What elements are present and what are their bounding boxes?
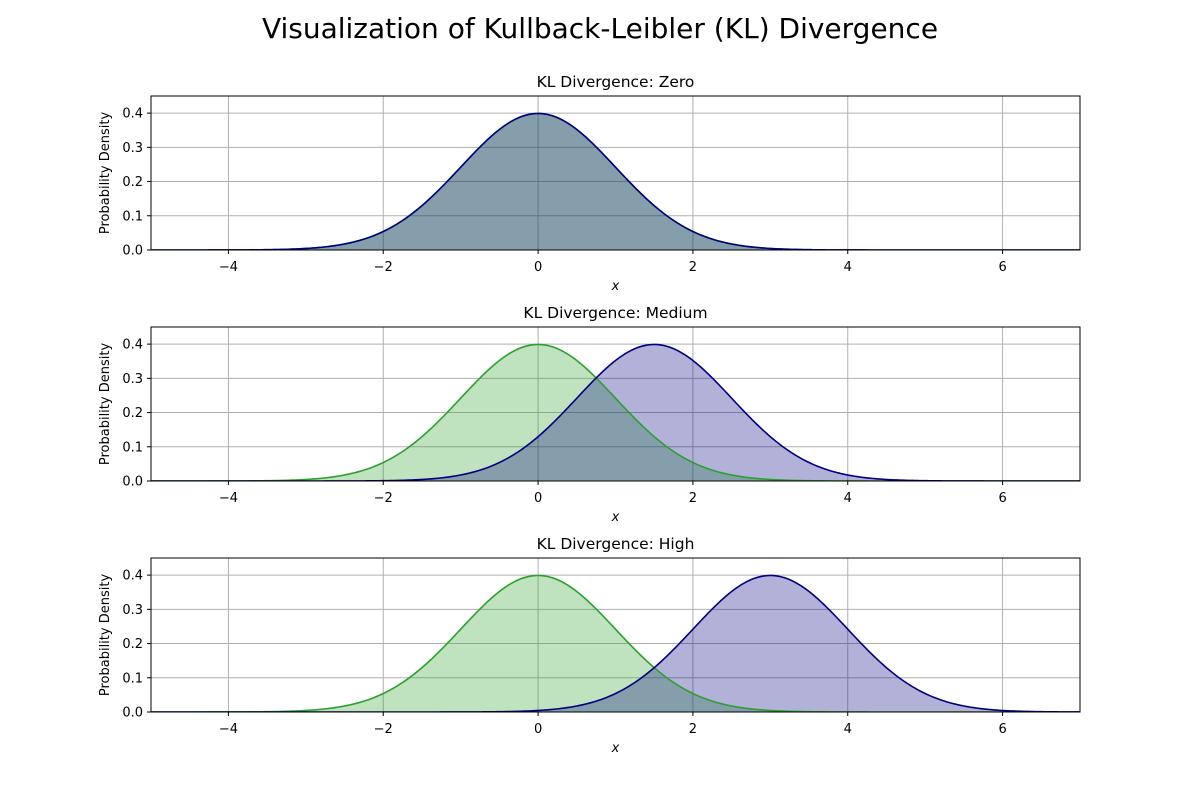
x-tick-label: 4 — [844, 260, 852, 275]
series-2-area — [151, 113, 1080, 250]
series-2-area — [151, 344, 1080, 481]
y-tick-label: 0.0 — [122, 244, 143, 259]
x-tick-label: 0 — [534, 722, 542, 737]
axes-frame — [150, 326, 1081, 482]
series-1-line — [151, 574, 1080, 712]
series-2-line — [151, 574, 1080, 712]
series-1-area — [151, 575, 1080, 712]
y-tick-label: 0.1 — [122, 440, 143, 455]
subplot-2: −4 −2 0 2 4 6 0.0 0.1 0.2 0.3 0.4 KL Divergence: Me… — [98, 304, 1081, 525]
series-2-area — [151, 575, 1080, 712]
x-axis-label: x — [611, 510, 620, 525]
subplot-3: −4 −2 0 2 4 6 0.0 0.1 0.2 0.3 0.4 KL Divergence: Hi… — [98, 535, 1081, 756]
x-tick-label: −2 — [374, 491, 393, 506]
series-1-line — [151, 343, 1080, 481]
axes-frame — [150, 557, 1081, 713]
y-tick-label: 0.3 — [122, 372, 143, 387]
y-tick-label: 0.3 — [122, 603, 143, 618]
y-tick-label: 0.4 — [122, 569, 143, 584]
x-axis-label: x — [611, 741, 620, 756]
y-axis-label: Probability Density — [98, 574, 113, 697]
x-tick-label: 2 — [689, 491, 697, 506]
subplot-1: −4 −2 0 2 4 6 0.0 0.1 0.2 0.3 0.4 KL Divergence: Ze… — [98, 73, 1081, 294]
subplot-title: KL Divergence: High — [537, 535, 695, 553]
x-tick-label: 0 — [534, 260, 542, 275]
x-tick-label: 6 — [998, 491, 1006, 506]
x-axis-label: x — [611, 279, 620, 294]
series-1-area — [151, 113, 1080, 250]
x-tick-label: 0 — [534, 491, 542, 506]
x-tick-label: 6 — [998, 722, 1006, 737]
subplot-title: KL Divergence: Medium — [523, 304, 707, 322]
x-tick-label: 4 — [844, 722, 852, 737]
series-1-area — [151, 344, 1080, 481]
x-tick-label: −2 — [374, 722, 393, 737]
x-tick-label: −4 — [219, 491, 238, 506]
axes-frame — [150, 95, 1081, 251]
y-axis-label: Probability Density — [98, 112, 113, 235]
y-tick-label: 0.0 — [122, 706, 143, 721]
subplot-title: KL Divergence: Zero — [537, 73, 695, 91]
x-tick-label: −4 — [219, 260, 238, 275]
y-tick-label: 0.2 — [122, 175, 143, 190]
x-tick-label: −4 — [219, 722, 238, 737]
y-tick-label: 0.1 — [122, 671, 143, 686]
x-tick-label: 2 — [689, 722, 697, 737]
x-tick-label: 2 — [689, 260, 697, 275]
y-tick-label: 0.4 — [122, 107, 143, 122]
y-tick-label: 0.2 — [122, 637, 143, 652]
x-tick-label: 4 — [844, 491, 852, 506]
y-tick-label: 0.1 — [122, 209, 143, 224]
figure-title: Visualization of Kullback-Leibler (KL) D… — [262, 12, 938, 45]
y-tick-label: 0.3 — [122, 141, 143, 156]
y-tick-label: 0.2 — [122, 406, 143, 421]
x-tick-label: 6 — [998, 260, 1006, 275]
y-tick-label: 0.0 — [122, 475, 143, 490]
y-axis-label: Probability Density — [98, 343, 113, 466]
x-tick-label: −2 — [374, 260, 393, 275]
series-2-line — [151, 112, 1080, 250]
y-tick-label: 0.4 — [122, 338, 143, 353]
